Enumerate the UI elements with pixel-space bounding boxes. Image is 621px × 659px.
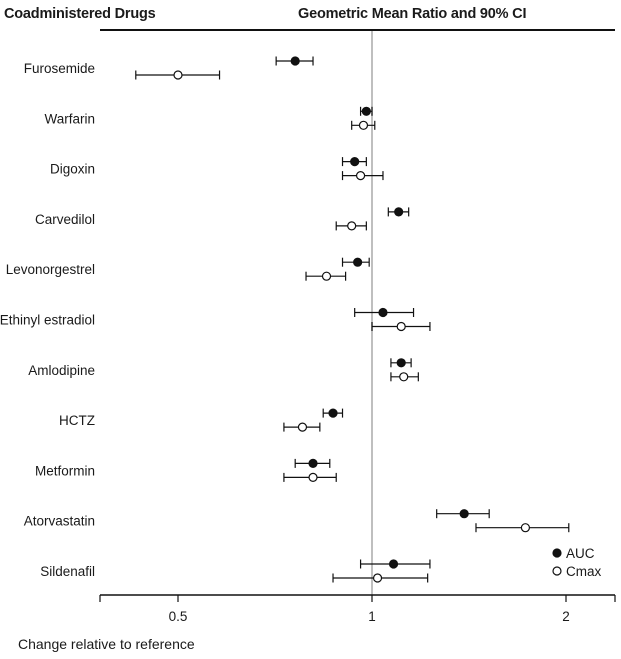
legend-label-auc: AUC xyxy=(566,546,595,561)
table-header: Coadministered Drugs Geometric Mean Rati… xyxy=(0,0,621,31)
cmax-point xyxy=(396,321,406,332)
x-axis-label: Change relative to reference xyxy=(18,636,195,652)
drug-label: Metformin xyxy=(35,463,95,478)
cmax-point xyxy=(358,120,369,130)
legend-marker-cmax xyxy=(552,566,562,576)
drug-label: Amlodipine xyxy=(28,363,95,378)
drug-label: Levonorgestrel xyxy=(6,262,95,277)
x-tick-label: 0.5 xyxy=(169,609,188,624)
auc-point xyxy=(361,106,371,116)
drug-label: Carvedilol xyxy=(35,212,95,227)
auc-point xyxy=(350,157,360,167)
auc-point xyxy=(388,559,399,569)
cmax-point xyxy=(520,523,531,533)
drug-label: Warfarin xyxy=(44,111,95,126)
cmax-point xyxy=(399,372,409,382)
drug-label: Digoxin xyxy=(50,162,95,177)
drug-label: Ethinyl estradiol xyxy=(0,313,95,328)
drug-label: HCTZ xyxy=(59,413,95,428)
cmax-point xyxy=(321,271,332,281)
cmax-point xyxy=(173,70,183,80)
coadministered-drugs-heading: Coadministered Drugs xyxy=(4,6,156,22)
auc-point xyxy=(353,257,363,267)
drug-label: Sildenafil xyxy=(40,564,95,579)
auc-point xyxy=(378,307,388,318)
header-rule xyxy=(100,29,615,31)
drug-label: Atorvastatin xyxy=(24,514,95,529)
cmax-point xyxy=(347,221,357,231)
x-tick-label: 2 xyxy=(562,609,570,624)
auc-point xyxy=(394,207,404,217)
auc-point xyxy=(308,458,318,468)
cmax-point xyxy=(355,171,366,181)
gmr-ci-heading: Geometric Mean Ratio and 90% CI xyxy=(298,6,527,22)
auc-point xyxy=(396,358,406,368)
x-tick-label: 1 xyxy=(368,609,376,624)
auc-point xyxy=(290,56,300,66)
cmax-point xyxy=(308,472,318,482)
auc-point xyxy=(328,408,338,418)
legend-label-cmax: Cmax xyxy=(566,564,602,579)
cmax-point xyxy=(372,573,383,583)
legend-marker-auc xyxy=(552,548,562,558)
drug-label: Furosemide xyxy=(24,61,95,76)
cmax-point xyxy=(297,422,308,432)
auc-point xyxy=(459,509,469,519)
